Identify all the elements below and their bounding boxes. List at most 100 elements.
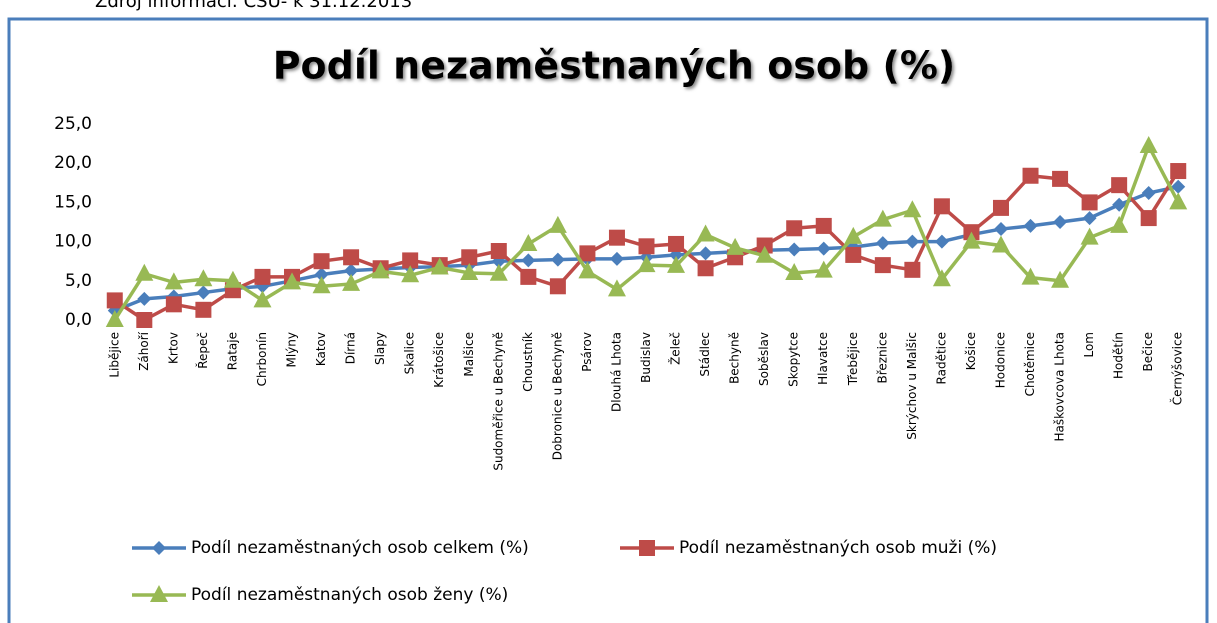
data-point [549,278,566,295]
legend-marker [152,541,166,555]
data-point [814,260,833,278]
chart-title: Podíl nezaměstnaných osob (%) [273,44,956,88]
x-tick-label: Chrbonín [255,332,269,386]
data-point [521,253,536,268]
x-tick-label: Krtov [166,332,180,364]
data-point [490,243,507,260]
x-tick-label: Radětice [934,332,948,384]
data-point [638,238,655,255]
data-point [1051,270,1070,288]
data-point [402,252,419,269]
data-point [607,279,626,297]
frame [7,17,1209,623]
data-point [845,246,862,263]
data-point [786,220,803,237]
x-tick-label: Budislav [639,332,653,383]
data-point [254,268,271,285]
data-point [991,235,1010,253]
series-line [113,144,1180,321]
data-point [874,257,891,274]
data-point [1021,267,1040,285]
data-point [755,245,774,263]
x-tick-label: Soběslav [757,332,771,386]
data-point [1082,211,1097,226]
data-point [137,291,152,306]
data-point [1022,167,1039,184]
data-point [579,245,596,262]
data-point [962,231,981,249]
data-point [816,241,831,256]
data-point [135,263,154,281]
x-tick-label: Bechyně [728,332,742,384]
y-tick-label: 25,0 [54,114,92,134]
data-point [520,268,537,285]
data-point [932,269,951,287]
legend-marker [639,540,655,556]
x-tick-label: Chotěmice [1023,332,1037,396]
y-tick-label: 20,0 [54,153,92,173]
data-point [1081,194,1098,211]
data-point [106,292,123,309]
data-point [696,224,715,242]
data-point [105,310,124,327]
x-tick-label: Haškovcova Lhota [1053,332,1067,442]
data-point [904,261,921,278]
data-point [668,235,685,252]
data-point [343,249,360,266]
x-tick-label: Záhoří [137,331,151,370]
data-point [550,252,565,267]
data-point [787,242,802,257]
data-point [1170,163,1187,180]
data-point [697,260,714,277]
legend-label: Podíl nezaměstnaných osob celkem (%) [191,538,529,558]
x-tick-label: Bečice [1141,332,1155,372]
data-point [1110,215,1129,233]
data-point [698,246,713,261]
x-tick-label: Skrýchov u Malšic [905,332,919,440]
data-point [371,261,390,279]
x-tick-label: Slapy [373,332,387,365]
x-tick-label: Skopytce [787,332,801,387]
data-point [637,255,656,273]
y-tick-label: 5,0 [65,271,92,291]
data-point [1023,218,1038,233]
x-tick-label: Rataje [225,332,239,370]
x-tick-label: Psárov [580,332,594,372]
data-point [875,236,890,251]
legend-label: Podíl nezaměstnaných osob muži (%) [679,538,997,558]
data-point [401,265,420,283]
data-point [194,269,213,287]
data-point [314,267,329,282]
data-point [489,263,508,281]
x-tick-label: Lom [1082,332,1096,358]
x-tick-label: Želeč [668,332,683,365]
data-point [430,257,449,275]
data-point [993,222,1008,237]
x-tick-label: Choustník [521,332,535,392]
data-point [548,215,567,233]
legend-label: Podíl nezaměstnaných osob ženy (%) [191,585,508,605]
y-tick-label: 0,0 [65,310,92,330]
x-tick-label: Hodonice [993,332,1007,388]
data-point [283,272,302,290]
x-tick-label: Dlouhá Lhota [609,332,623,412]
data-point [164,272,183,290]
x-tick-label: Sudoměřice u Bechyně [491,332,505,471]
x-tick-label: Dobronice u Bechyně [550,332,564,460]
data-point [785,262,804,280]
data-point [312,276,331,294]
data-point [1080,227,1099,245]
source-note: Zdroj informací: ČSÚ- k 31.12.2013 [95,0,412,12]
data-point [992,199,1009,216]
x-tick-label: Hodětín [1112,332,1126,379]
data-point [667,255,686,273]
x-tick-label: Řepeč [195,332,210,369]
x-tick-label: Malšice [462,332,476,377]
data-point [608,229,625,246]
x-tick-label: Stádlec [698,332,712,377]
data-point [344,263,359,278]
x-tick-label: Třebějice [846,332,860,386]
data-point [253,290,272,308]
data-point [578,261,597,279]
